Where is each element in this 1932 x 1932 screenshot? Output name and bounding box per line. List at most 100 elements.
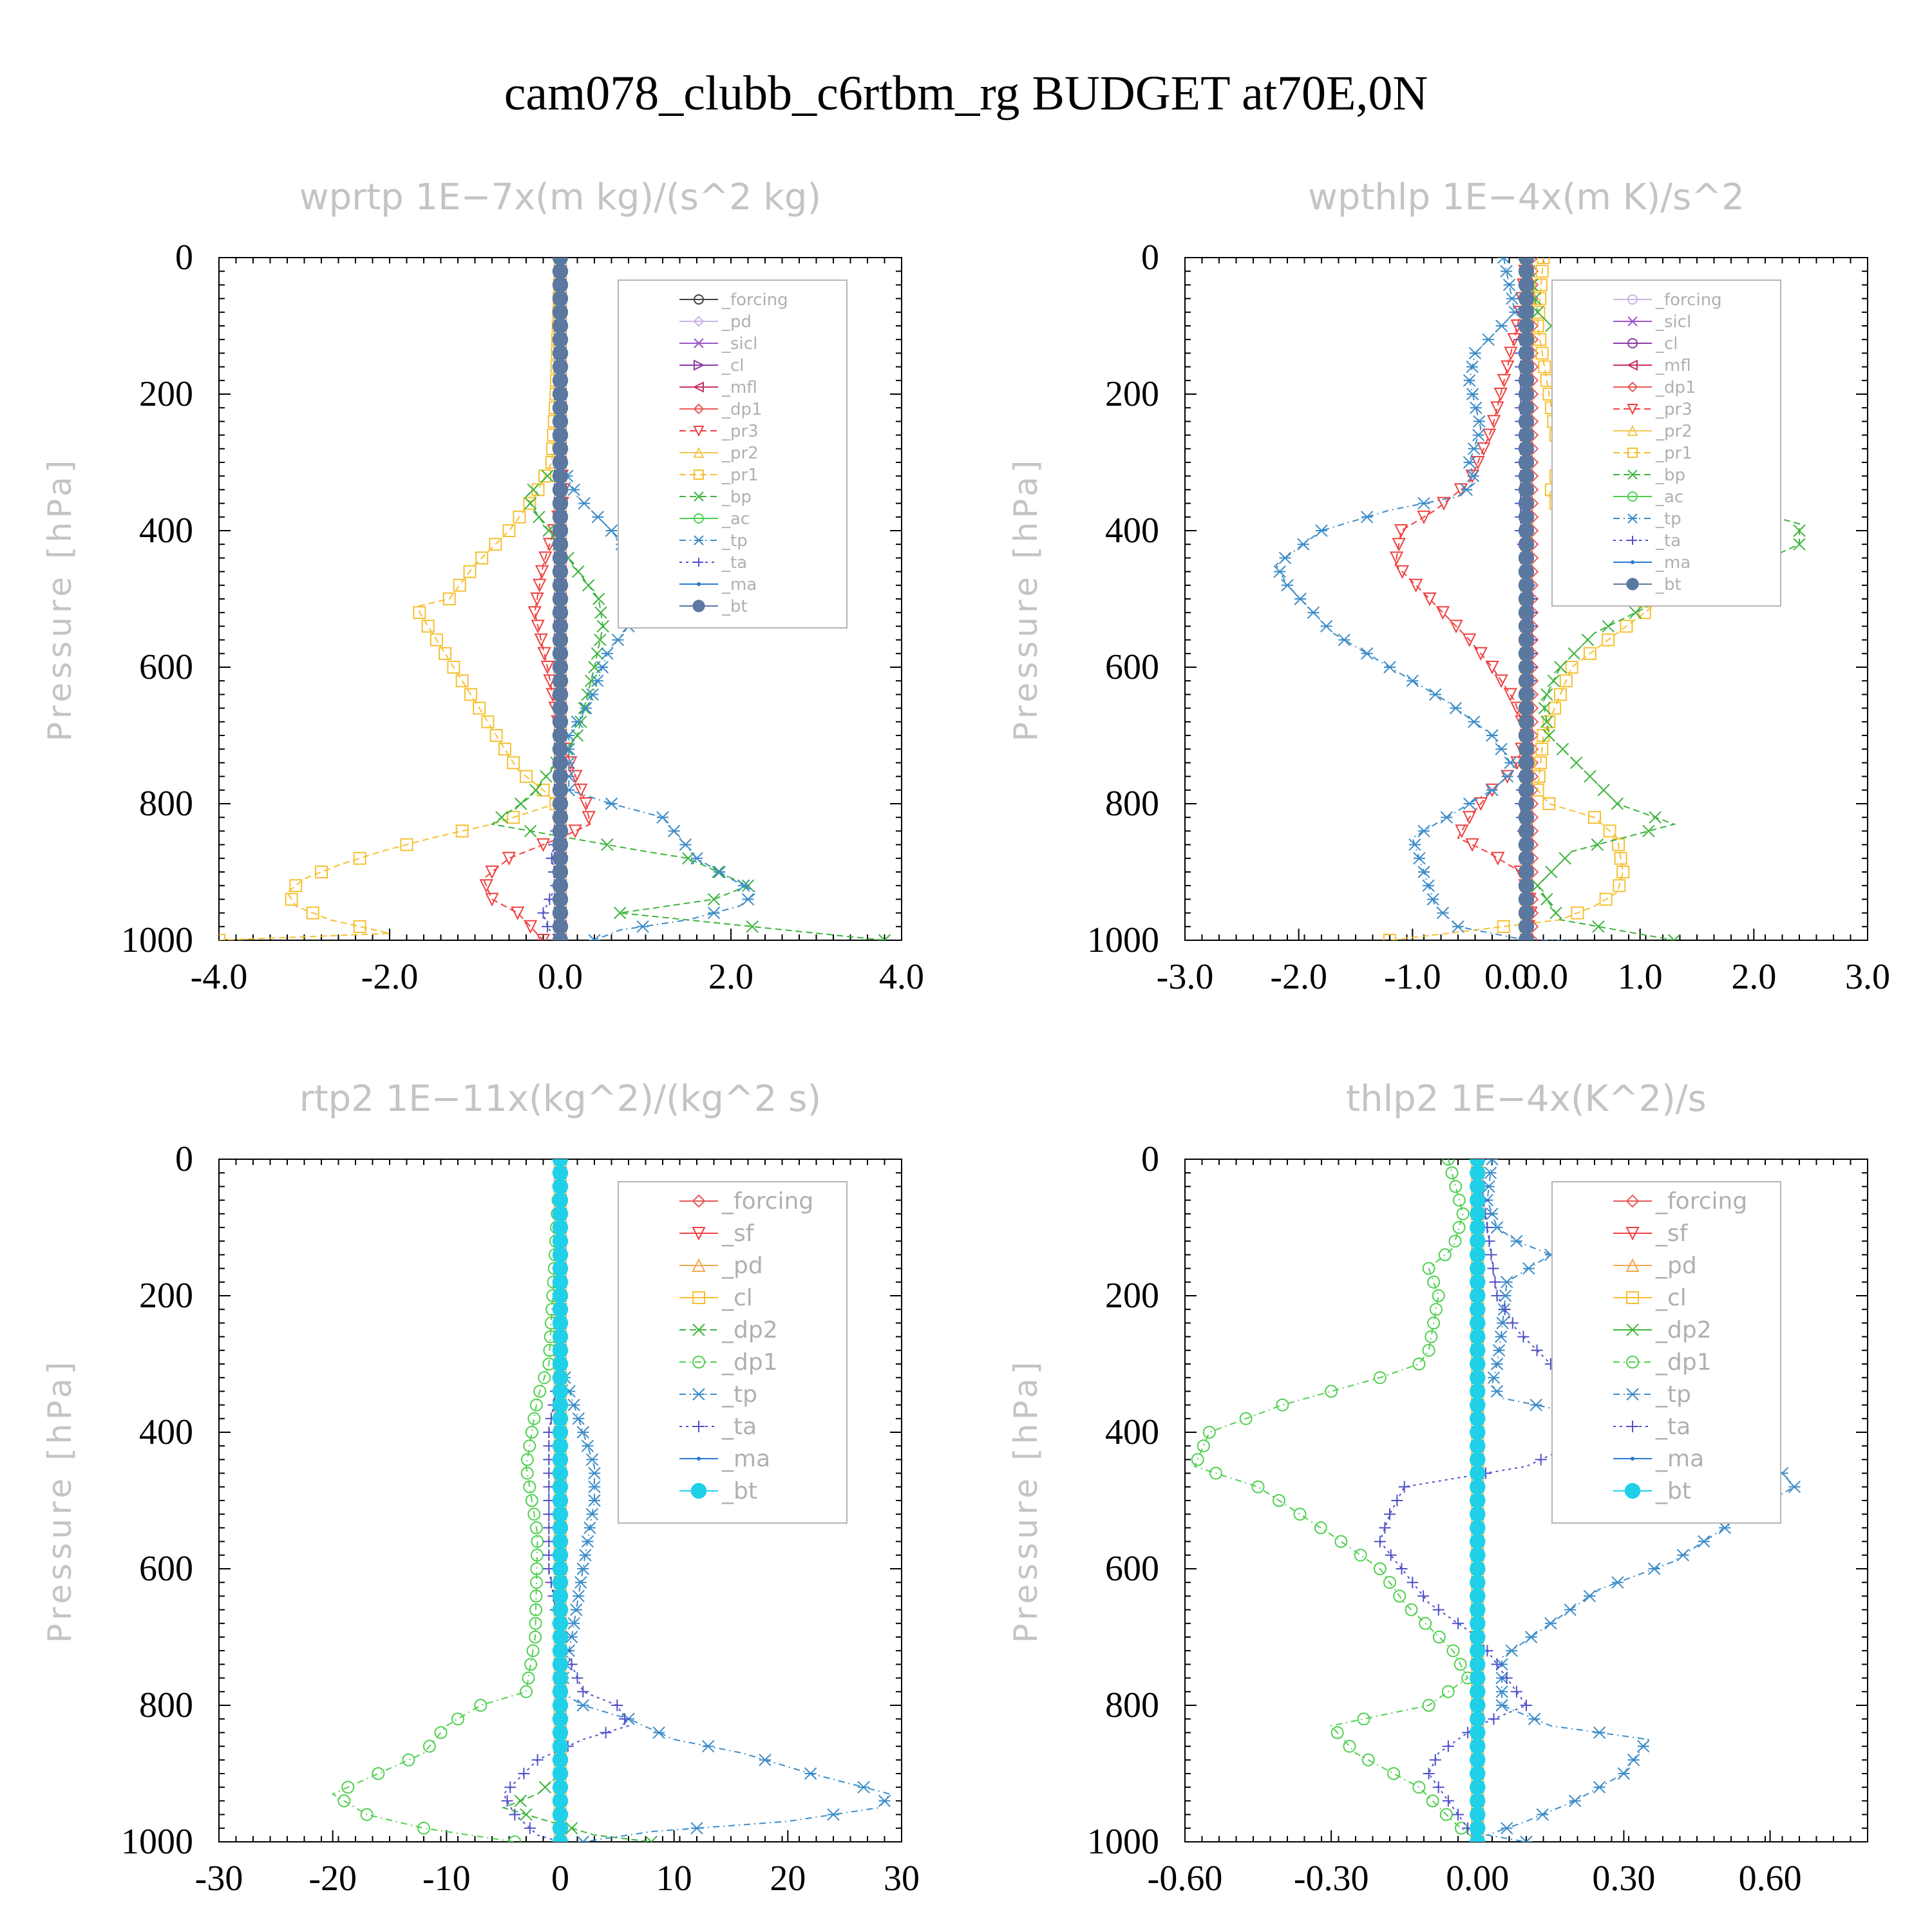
series-marker: [1535, 1454, 1547, 1466]
series-marker: [1383, 934, 1396, 940]
series-marker: [576, 1426, 590, 1439]
series-marker: [1676, 1549, 1690, 1562]
panel-0: wprtp 1E−7x(m kg)/(s^2 kg) Pressure [hPa]…: [41, 176, 924, 997]
series-marker: [552, 837, 569, 853]
series-marker: [1518, 263, 1535, 279]
legend-marker: [1627, 491, 1638, 502]
series-marker: [1518, 564, 1535, 580]
series-marker: [1518, 741, 1535, 757]
series-marker: [453, 578, 466, 592]
series-marker: [1412, 1781, 1426, 1794]
series-marker: [1793, 538, 1806, 551]
series-marker: [1470, 1287, 1486, 1304]
series-marker: [1470, 1219, 1486, 1236]
series-marker: [520, 1453, 534, 1466]
series-marker: [1540, 893, 1553, 906]
series-marker: [552, 864, 569, 880]
series-marker: [1470, 1602, 1486, 1618]
series-marker: [1383, 1576, 1396, 1589]
series-marker: [447, 661, 460, 674]
series-marker: [530, 1576, 544, 1589]
series-marker: [1419, 1616, 1432, 1630]
legend-label: _dp2: [1655, 1317, 1712, 1343]
series-marker: [1537, 258, 1550, 264]
series-marker: [552, 1287, 569, 1304]
series-marker: [481, 715, 495, 728]
x-tick-label: 1.0: [1618, 957, 1663, 997]
series-marker: [1470, 1383, 1486, 1399]
series-marker: [1522, 1262, 1535, 1275]
series-marker: [1449, 620, 1463, 634]
series-marker: [1614, 851, 1627, 865]
series-marker: [552, 878, 569, 894]
series-marker: [527, 1412, 541, 1425]
series-marker: [1338, 633, 1351, 647]
legend-marker: [1627, 513, 1638, 524]
series-marker: [1629, 606, 1642, 619]
legend-marker: [1627, 469, 1638, 480]
series-marker: [1406, 674, 1419, 687]
series-marker: [552, 304, 569, 320]
series-marker: [430, 633, 443, 647]
series-marker: [552, 700, 569, 716]
legend-marker: [1625, 1258, 1640, 1272]
series-marker: [576, 1699, 590, 1712]
series-marker: [1489, 1276, 1501, 1288]
series-marker: [1427, 1275, 1441, 1289]
series-marker: [1490, 1221, 1504, 1234]
y-tick-label: 0: [1141, 1139, 1159, 1179]
series-marker: [591, 674, 604, 687]
series-marker: [514, 1794, 527, 1808]
series-marker: [1494, 1330, 1508, 1343]
series-marker: [525, 1426, 538, 1439]
series-marker: [707, 906, 721, 920]
x-tick-label: 0.0: [1523, 957, 1568, 997]
series-marker: [552, 482, 569, 498]
legend-label: _ma: [1655, 1446, 1704, 1472]
series-marker: [1565, 661, 1578, 674]
series-marker: [552, 345, 569, 361]
legend-marker: [1627, 424, 1638, 436]
legend-label: _forcing: [1655, 290, 1722, 310]
series-marker: [1518, 782, 1535, 799]
series-marker: [1501, 1672, 1513, 1684]
series-marker: [1520, 1835, 1533, 1842]
series-marker: [1496, 1316, 1509, 1330]
series-marker: [552, 618, 569, 634]
series-marker: [552, 386, 569, 402]
series-marker: [542, 524, 555, 537]
series-marker: [1490, 401, 1504, 415]
series-marker: [552, 605, 569, 621]
x-tick-label: -2.0: [361, 957, 419, 997]
series-marker: [552, 1738, 569, 1754]
series-marker: [552, 891, 569, 907]
series-group: [1191, 1159, 1801, 1842]
series-marker: [1501, 1276, 1513, 1289]
panel-title: rtp2 1E−11x(kg^2)/(kg^2 s): [299, 1078, 822, 1120]
legend-label: _cl: [1655, 334, 1678, 354]
y-tick-label: 200: [139, 1276, 193, 1316]
series-marker: [1239, 1412, 1253, 1425]
series-marker: [1617, 1767, 1631, 1780]
series-marker: [552, 823, 569, 839]
series-marker: [552, 687, 569, 703]
y-tick-label: 0: [175, 1139, 193, 1179]
series-marker: [1423, 1768, 1435, 1779]
series-marker: [1518, 714, 1535, 730]
series-marker: [1540, 688, 1553, 701]
legend-label: _pr3: [721, 422, 759, 441]
series-marker: [1470, 1752, 1486, 1768]
series-marker: [1518, 864, 1535, 880]
series-marker: [1448, 1235, 1462, 1248]
legend-marker: [694, 469, 704, 480]
series-marker: [1518, 618, 1535, 634]
series-marker: [1468, 715, 1481, 728]
series-marker: [596, 661, 609, 674]
series-marker: [1429, 1303, 1443, 1316]
series-marker: [1470, 1779, 1486, 1795]
legend-marker: [694, 338, 704, 348]
series-marker: [1470, 1520, 1486, 1536]
series-marker: [1439, 1808, 1453, 1821]
x-tick-label: -4.0: [191, 957, 248, 997]
series-marker: [1449, 701, 1463, 715]
